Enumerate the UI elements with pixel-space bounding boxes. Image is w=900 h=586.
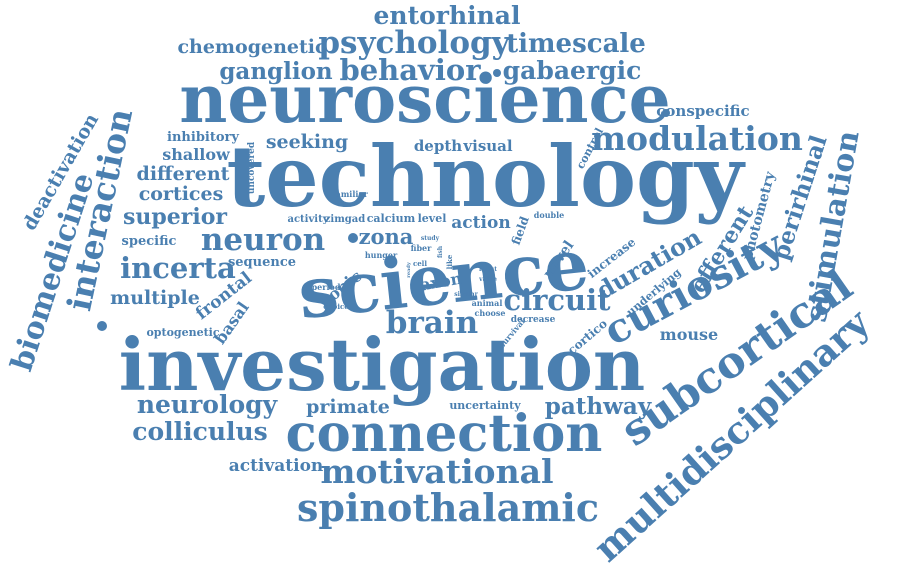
word-choose: choose bbox=[475, 308, 506, 318]
cloud-dot bbox=[348, 233, 358, 243]
word-double: double bbox=[534, 210, 564, 220]
word-cell: cell bbox=[413, 259, 427, 268]
word-fish: fish bbox=[437, 245, 444, 258]
word-pathway: pathway bbox=[545, 393, 652, 420]
word-period: period bbox=[312, 282, 341, 292]
word-psychology: psychology bbox=[318, 25, 510, 61]
word-conspecific: conspecific bbox=[656, 102, 749, 120]
word-mouse: mouse bbox=[660, 325, 718, 344]
word-activation: activation bbox=[229, 456, 324, 476]
word-zimgad: zimgad bbox=[325, 214, 366, 225]
word-optogenetic: optogenetic bbox=[146, 326, 219, 339]
word-circuit: circuit bbox=[503, 283, 611, 317]
word-visual: visual bbox=[462, 137, 512, 155]
word-animal: animal bbox=[472, 298, 503, 308]
word-seeking: seeking bbox=[266, 131, 348, 153]
word-brain: brain bbox=[386, 305, 478, 341]
word-similar: similar bbox=[454, 291, 478, 298]
word-shallow: shallow bbox=[162, 145, 231, 164]
word-decrease: decrease bbox=[511, 315, 556, 325]
word-input: input bbox=[479, 266, 497, 273]
cloud-dot bbox=[97, 321, 107, 331]
word-entorhinal: entorhinal bbox=[373, 1, 520, 30]
word-superior: superior bbox=[123, 204, 227, 230]
cloud-dot bbox=[493, 69, 501, 77]
word-investigation: investigation bbox=[119, 322, 645, 407]
word-familiar: familiar bbox=[332, 189, 368, 199]
word-primate: primate bbox=[306, 396, 390, 418]
word-neuroscience: neuroscience bbox=[179, 60, 670, 138]
word-hunger: hunger bbox=[365, 250, 398, 260]
word-zona: zona bbox=[359, 224, 414, 249]
word-value: value bbox=[478, 276, 497, 283]
word-gabaergic: gabaergic bbox=[503, 56, 642, 85]
word-technology: technology bbox=[226, 127, 745, 226]
word-motivational: motivational bbox=[321, 452, 554, 491]
word-activity: activity bbox=[287, 214, 329, 225]
word-colliculus: colliculus bbox=[132, 417, 268, 446]
word-inhibitory: inhibitory bbox=[167, 130, 239, 145]
word-sequence: sequence bbox=[228, 255, 296, 270]
word-different: different bbox=[137, 163, 230, 185]
word-calcium: calcium bbox=[367, 212, 416, 225]
word-fiber: fiber bbox=[411, 243, 433, 253]
word-uncovered: uncovered bbox=[247, 141, 257, 194]
word-specific: specific bbox=[122, 234, 177, 249]
word-multiple: multiple bbox=[110, 287, 200, 309]
word-ganglion: ganglion bbox=[219, 58, 333, 85]
word-modulation: modulation bbox=[591, 119, 803, 158]
word-ready: ready bbox=[406, 261, 412, 278]
cloud-dot bbox=[662, 109, 670, 117]
word-uncertainty: uncertainty bbox=[449, 399, 521, 412]
word-incerta: incerta bbox=[120, 251, 236, 285]
word-connection: connection bbox=[286, 404, 603, 464]
word-timescale: timescale bbox=[506, 29, 646, 59]
word-behavior: behavior bbox=[339, 53, 481, 87]
word-cortices: cortices bbox=[139, 183, 224, 205]
word-chemogenetic: chemogenetic bbox=[177, 36, 326, 58]
word-choice: choice bbox=[323, 302, 349, 311]
word-depth: depth bbox=[414, 137, 462, 155]
word-action: action bbox=[451, 213, 510, 233]
word-level: level bbox=[418, 212, 447, 225]
word-neuron: neuron bbox=[201, 222, 325, 258]
word-like: like bbox=[445, 254, 454, 269]
word-spinothalamic: spinothalamic bbox=[297, 485, 599, 530]
word-neurology: neurology bbox=[137, 390, 279, 419]
word-study: study bbox=[421, 235, 440, 242]
